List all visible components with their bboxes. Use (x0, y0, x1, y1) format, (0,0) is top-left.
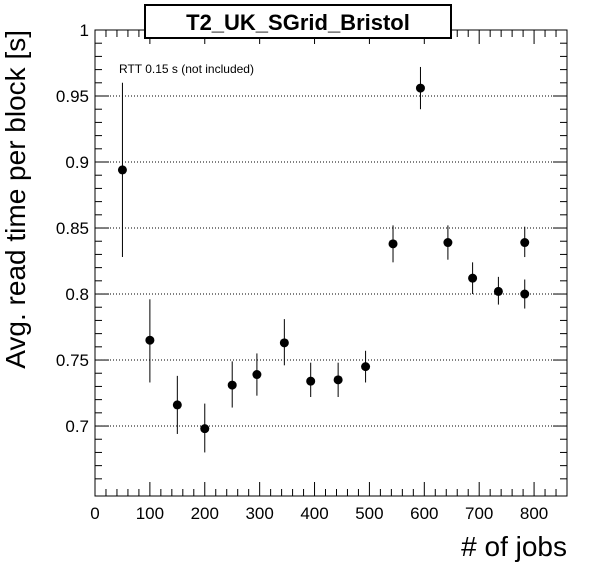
data-point-8 (333, 375, 343, 385)
x-tick-label: 200 (191, 504, 219, 523)
data-point-7 (306, 376, 316, 386)
y-tick-label: 0.75 (56, 351, 89, 370)
chart-title: T2_UK_SGrid_Bristol (186, 10, 410, 35)
data-point-12 (443, 238, 453, 248)
x-axis-title: # of jobs (461, 531, 567, 562)
grid-lines (95, 95, 567, 427)
data-point-15 (520, 289, 530, 299)
data-point-5 (252, 370, 262, 380)
plot-frame (94, 29, 568, 497)
y-tick-label: 1 (80, 21, 89, 40)
data-point-2 (172, 400, 182, 410)
data-point-16 (520, 238, 530, 248)
data-point-6 (279, 338, 289, 348)
x-tick-label: 600 (410, 504, 438, 523)
data-point-13 (468, 273, 478, 283)
data-point-3 (200, 424, 210, 434)
y-tick-label: 0.7 (65, 417, 89, 436)
data-point-9 (361, 362, 371, 372)
title-box-frame (144, 4, 452, 39)
x-tick-label: 700 (465, 504, 493, 523)
data-point-11 (415, 83, 425, 93)
y-tick-label: 0.95 (56, 87, 89, 106)
data-point-1 (145, 335, 155, 345)
y-tick-label: 0.85 (56, 219, 89, 238)
rtt-annotation: RTT 0.15 s (not included) (119, 62, 254, 76)
y-tick-label: 0.9 (65, 153, 89, 172)
x-tick-label: 500 (355, 504, 383, 523)
title-box: T2_UK_SGrid_Bristol (144, 4, 452, 39)
data-points (117, 66, 530, 453)
data-point-4 (227, 380, 237, 390)
x-tick-label: 400 (300, 504, 328, 523)
axis-ticks (94, 29, 567, 496)
data-point-10 (388, 239, 398, 249)
x-tick-label: 100 (136, 504, 164, 523)
data-point-14 (493, 286, 503, 296)
y-axis-title: Avg. read time per block [s] (0, 30, 31, 369)
data-point-0 (117, 165, 127, 175)
x-tick-label: 0 (90, 504, 99, 523)
x-tick-label: 300 (245, 504, 273, 523)
tick-labels: 0.7 0.75 0.8 0.85 0.9 0.95 1 0 100 200 300 400 500 60… (56, 21, 548, 523)
x-tick-label: 800 (520, 504, 548, 523)
y-tick-label: 0.8 (65, 285, 89, 304)
